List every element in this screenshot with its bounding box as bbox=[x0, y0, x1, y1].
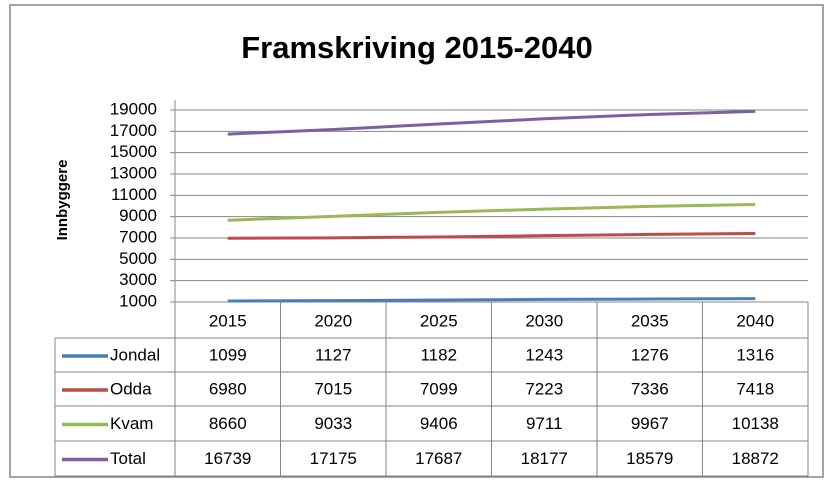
chart-border bbox=[9, 4, 824, 478]
table-value: 7336 bbox=[631, 379, 669, 398]
table-value: 10138 bbox=[732, 414, 779, 433]
table-value: 17687 bbox=[415, 449, 462, 468]
line-series bbox=[227, 297, 756, 303]
y-tick-label: 9000 bbox=[119, 206, 157, 225]
table-value: 17175 bbox=[310, 449, 357, 468]
y-tick-label: 3000 bbox=[119, 270, 157, 289]
table-value: 7099 bbox=[420, 379, 458, 398]
y-tick-label: 19000 bbox=[110, 99, 157, 118]
table-value: 9033 bbox=[314, 414, 352, 433]
table-value: 7418 bbox=[736, 379, 774, 398]
table-value: 1127 bbox=[315, 345, 352, 364]
table-value: 8660 bbox=[209, 414, 247, 433]
table-value: 18872 bbox=[732, 449, 779, 468]
y-tick-label: 1000 bbox=[119, 291, 157, 310]
legend-label: Jondal bbox=[110, 345, 160, 364]
legend-label: Total bbox=[110, 449, 146, 468]
table-value: 6980 bbox=[209, 379, 247, 398]
table-value: 7015 bbox=[314, 379, 352, 398]
table-value: 18579 bbox=[626, 449, 673, 468]
line-series bbox=[227, 232, 756, 240]
chart-title: Framskriving 2015-2040 bbox=[241, 30, 593, 65]
legend-label: Odda bbox=[110, 379, 152, 398]
x-tick-label: 2040 bbox=[736, 311, 774, 330]
table-value: 1182 bbox=[420, 345, 457, 364]
line-series bbox=[227, 109, 756, 136]
table-value: 1099 bbox=[209, 345, 247, 364]
table-value: 9406 bbox=[420, 414, 458, 433]
table-value: 9711 bbox=[526, 414, 563, 433]
legend-label: Kvam bbox=[110, 414, 153, 433]
y-axis-label: Innbyggere bbox=[54, 160, 71, 241]
x-tick-label: 2015 bbox=[209, 311, 247, 330]
table-value: 9967 bbox=[631, 414, 669, 433]
x-tick-label: 2020 bbox=[314, 311, 352, 330]
table-value: 16739 bbox=[204, 449, 251, 468]
y-tick-label: 5000 bbox=[119, 249, 157, 268]
table-value: 18177 bbox=[521, 449, 568, 468]
table-value: 1243 bbox=[525, 345, 563, 364]
y-tick-label: 15000 bbox=[110, 142, 157, 161]
x-tick-label: 2025 bbox=[420, 311, 458, 330]
x-tick-label: 2035 bbox=[631, 311, 669, 330]
table-value: 1276 bbox=[631, 345, 669, 364]
x-tick-label: 2030 bbox=[525, 311, 563, 330]
y-tick-label: 7000 bbox=[119, 227, 157, 246]
line-series bbox=[227, 203, 756, 222]
y-tick-label: 13000 bbox=[110, 163, 157, 182]
table-value: 1316 bbox=[736, 345, 774, 364]
y-tick-label: 11000 bbox=[111, 185, 157, 204]
table-value: 7223 bbox=[525, 379, 563, 398]
y-tick-label: 17000 bbox=[110, 121, 157, 140]
